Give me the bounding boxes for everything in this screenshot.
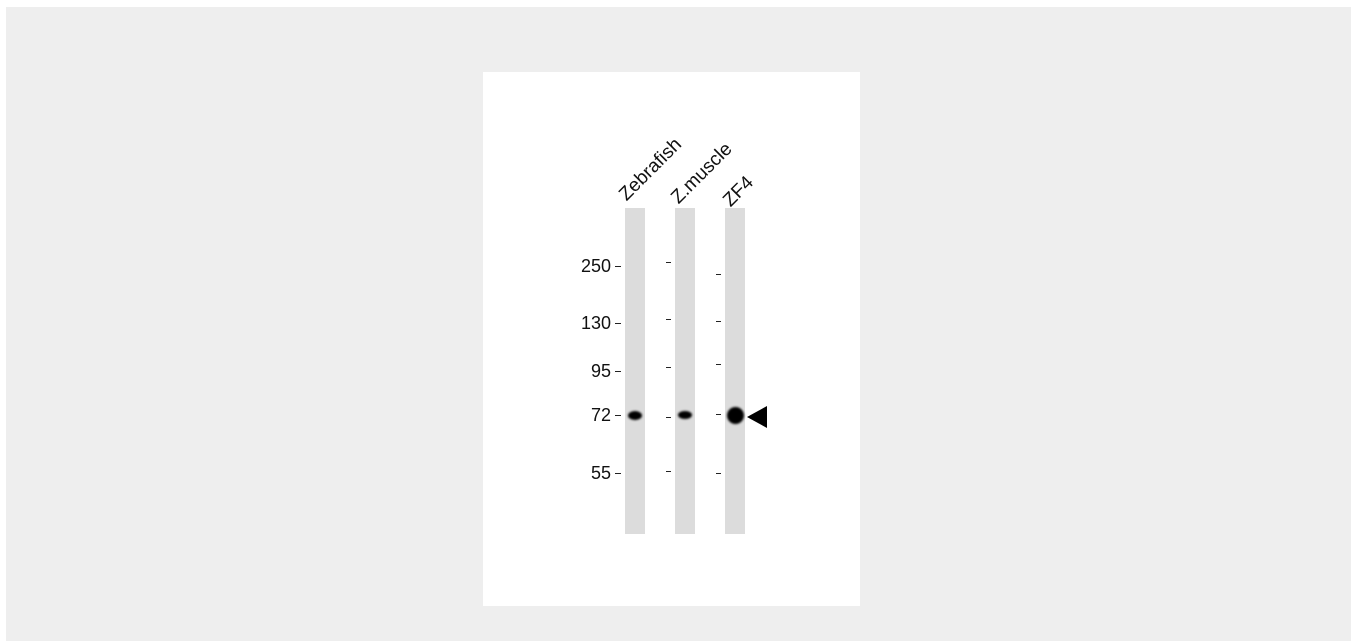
lane-tick bbox=[716, 414, 721, 415]
lane-tick bbox=[666, 417, 671, 418]
mw-label-72: 72 bbox=[590, 405, 611, 425]
band-z-muscle-72 bbox=[678, 411, 692, 419]
mw-label-130: 130 bbox=[580, 313, 611, 333]
lane-tick bbox=[666, 319, 671, 320]
lane-z-muscle bbox=[675, 208, 695, 534]
mw-label-55: 55 bbox=[590, 463, 611, 483]
mw-tick bbox=[615, 415, 621, 416]
mw-label-250: 250 bbox=[580, 256, 611, 276]
band-zf4-72 bbox=[727, 407, 744, 424]
band-arrow-icon bbox=[747, 406, 767, 428]
mw-tick bbox=[615, 371, 621, 372]
lane-tick bbox=[716, 274, 721, 275]
mw-tick bbox=[615, 473, 621, 474]
lane-tick bbox=[716, 321, 721, 322]
mw-tick bbox=[615, 323, 621, 324]
western-blot-panel bbox=[483, 72, 860, 606]
lane-tick bbox=[666, 471, 671, 472]
lane-zf4 bbox=[725, 208, 745, 534]
lane-tick bbox=[716, 364, 721, 365]
mw-label-95: 95 bbox=[590, 361, 611, 381]
lane-tick bbox=[716, 473, 721, 474]
lane-tick bbox=[666, 262, 671, 263]
lane-tick bbox=[666, 367, 671, 368]
band-zebrafish-72 bbox=[628, 411, 642, 420]
lane-zebrafish bbox=[625, 208, 645, 534]
mw-tick bbox=[615, 266, 621, 267]
